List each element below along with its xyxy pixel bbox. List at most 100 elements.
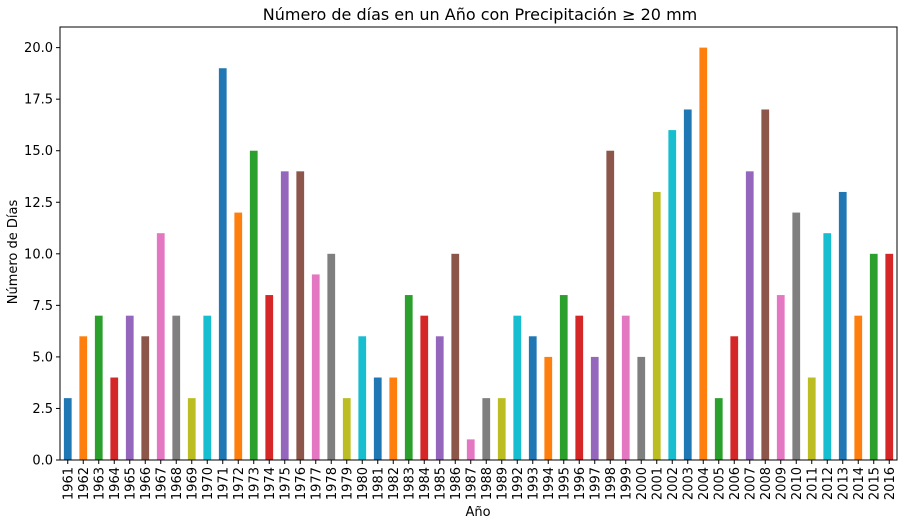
x-tick-label: 1998 [604, 467, 619, 500]
y-tick-label: 0.0 [32, 454, 53, 469]
x-tick-label: 2009 [774, 467, 789, 500]
x-tick-label: 1983 [402, 467, 417, 500]
bar-2004 [699, 47, 708, 461]
bar-1993 [528, 336, 537, 460]
y-tick-label: 2.5 [32, 402, 53, 417]
bar-2013 [838, 191, 847, 460]
bar-1977 [311, 274, 320, 460]
x-axis-label: Año [465, 505, 490, 520]
x-tick-label: 2015 [867, 467, 882, 500]
x-tick-label: 1997 [588, 467, 603, 500]
bar-1997 [590, 356, 599, 460]
x-tick-label: 1976 [294, 467, 309, 500]
x-tick-label: 2013 [836, 467, 851, 500]
x-tick-label: 1962 [77, 467, 92, 500]
bar-1979 [342, 398, 351, 460]
x-tick-label: 2006 [728, 467, 743, 500]
bar-2007 [745, 171, 754, 460]
x-tick-label: 1984 [418, 467, 433, 500]
bar-1967 [156, 233, 165, 460]
bar-1975 [280, 171, 289, 460]
x-tick-label: 1988 [480, 467, 495, 500]
x-tick-label: 1995 [557, 467, 572, 500]
x-tick-label: 1985 [433, 467, 448, 500]
x-tick-label: 1989 [495, 467, 510, 500]
x-tick-label: 1964 [108, 467, 123, 500]
x-tick-label: 1972 [232, 467, 247, 500]
x-tick-label: 1965 [123, 467, 138, 500]
x-tick-label: 2005 [712, 467, 727, 500]
bar-1992 [513, 315, 522, 460]
bar-1985 [435, 336, 444, 460]
x-tick-label: 1969 [185, 467, 200, 500]
y-axis-label-group: Número de Días [6, 200, 21, 305]
bar-1995 [559, 295, 568, 460]
x-tick-label: 2008 [759, 467, 774, 500]
bar-1974 [265, 295, 274, 460]
bar-1969 [187, 398, 196, 460]
y-tick-label: 5.0 [32, 350, 53, 365]
x-tick-label: 2010 [790, 467, 805, 500]
x-tick-label: 1975 [278, 467, 293, 500]
x-tick-label: 1996 [573, 467, 588, 500]
bar-1988 [482, 398, 491, 460]
bar-2008 [761, 109, 770, 460]
bar-1982 [389, 377, 398, 460]
bar-1989 [497, 398, 506, 460]
x-tick-label: 1970 [201, 467, 216, 500]
x-tick-label: 2004 [697, 467, 712, 500]
bar-1976 [296, 171, 305, 460]
x-tick-label: 1967 [154, 467, 169, 500]
x-tick-label: 2016 [883, 467, 898, 500]
bar-1983 [404, 295, 413, 460]
bar-2003 [683, 109, 692, 460]
bar-1961 [63, 398, 72, 460]
bar-2005 [714, 398, 723, 460]
x-tick-label: 2011 [805, 467, 820, 500]
bar-1984 [420, 315, 429, 460]
bar-2015 [869, 253, 878, 460]
bar-1999 [621, 315, 630, 460]
x-tick-label: 1977 [309, 467, 324, 500]
x-tick-label: 2000 [635, 467, 650, 500]
x-tick-label: 2014 [852, 467, 867, 500]
bar-1986 [451, 253, 460, 460]
bar-2009 [776, 295, 785, 460]
x-tick-label: 1968 [170, 467, 185, 500]
bar-1965 [125, 315, 134, 460]
x-tick-label: 1981 [371, 467, 386, 500]
bar-2011 [807, 377, 816, 460]
y-tick-label: 17.5 [24, 93, 53, 108]
bar-2000 [637, 356, 646, 460]
y-tick-label: 12.5 [24, 196, 53, 211]
bar-2001 [652, 191, 661, 460]
x-tick-label: 1994 [542, 467, 557, 500]
bar-1964 [110, 377, 119, 460]
bar-1996 [575, 315, 584, 460]
x-tick-label: 1987 [464, 467, 479, 500]
bar-1978 [327, 253, 336, 460]
x-tick-label: 1992 [511, 467, 526, 500]
plot-frame [59, 26, 898, 461]
bar-2010 [792, 212, 801, 460]
bar-1973 [249, 150, 258, 460]
x-tick-label: 1982 [387, 467, 402, 500]
bar-1970 [203, 315, 212, 460]
bar-2006 [730, 336, 739, 460]
x-tick-label: 1961 [61, 467, 76, 500]
bar-2016 [885, 253, 894, 460]
bar-1972 [234, 212, 243, 460]
x-tick-label: 2012 [821, 467, 836, 500]
bar-1987 [466, 439, 475, 460]
y-tick-label: 20.0 [24, 41, 53, 56]
x-tick-label: 1993 [526, 467, 541, 500]
bar-1963 [94, 315, 103, 460]
bar-1981 [373, 377, 382, 460]
x-tick-label: 1986 [449, 467, 464, 500]
x-tick-label: 2003 [681, 467, 696, 500]
bar-1962 [79, 336, 88, 460]
x-tick-label: 1980 [356, 467, 371, 500]
x-tick-label: 1973 [247, 467, 262, 500]
x-tick-label: 1974 [263, 467, 278, 500]
x-tick-label: 1966 [139, 467, 154, 500]
